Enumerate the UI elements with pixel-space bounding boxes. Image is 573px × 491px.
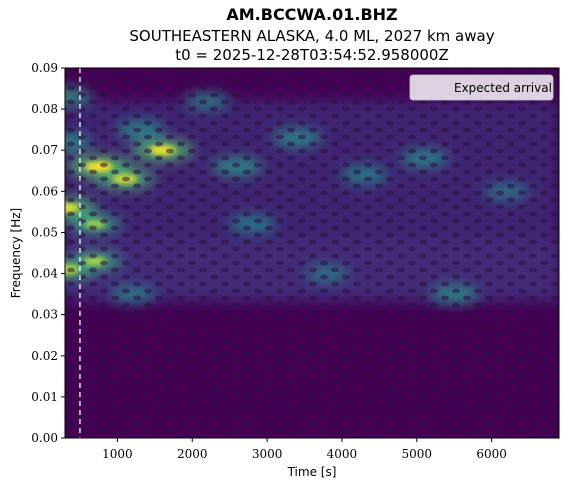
y-tick-label: 0.02	[31, 349, 58, 363]
y-tick-label: 0.08	[31, 102, 58, 116]
y-tick-label: 0.09	[31, 61, 58, 75]
y-axis-label: Frequency [Hz]	[9, 208, 23, 299]
chart-subtitle-t0: t0 = 2025-12-28T03:54:52.958000Z	[175, 46, 449, 64]
y-tick-label: 0.06	[31, 184, 58, 198]
x-tick-label: 2000	[177, 447, 208, 461]
y-tick-label: 0.00	[31, 431, 58, 445]
x-tick-label: 4000	[327, 447, 358, 461]
x-tick-label: 5000	[402, 447, 433, 461]
y-tick-label: 0.03	[31, 308, 58, 322]
x-tick-label: 6000	[476, 447, 507, 461]
heatmap-area	[65, 68, 559, 438]
heatmap-texture	[65, 68, 559, 438]
chart-title: AM.BCCWA.01.BHZ	[226, 5, 397, 24]
legend: Expected arrival	[409, 74, 554, 101]
y-tick-label: 0.07	[31, 143, 58, 157]
y-axis-ticks: 0.00 0.01 0.02 0.03 0.04 0.05 0.06 0.07 0.08 0.09	[31, 61, 65, 445]
chart-subtitle-event: SOUTHEASTERN ALASKA, 4.0 ML, 2027 km awa…	[129, 27, 494, 45]
legend-box	[409, 74, 554, 101]
axes-frame	[64, 67, 560, 439]
y-tick-label: 0.01	[31, 390, 58, 404]
x-axis-ticks: 1000 2000 3000 4000 5000 6000	[102, 438, 507, 461]
x-tick-label: 1000	[102, 447, 133, 461]
legend-entry-expected-arrival: Expected arrival	[454, 81, 552, 95]
y-tick-label: 0.05	[31, 225, 58, 239]
y-tick-label: 0.04	[31, 267, 58, 281]
x-axis-label: Time [s]	[287, 465, 337, 479]
x-tick-label: 3000	[252, 447, 283, 461]
